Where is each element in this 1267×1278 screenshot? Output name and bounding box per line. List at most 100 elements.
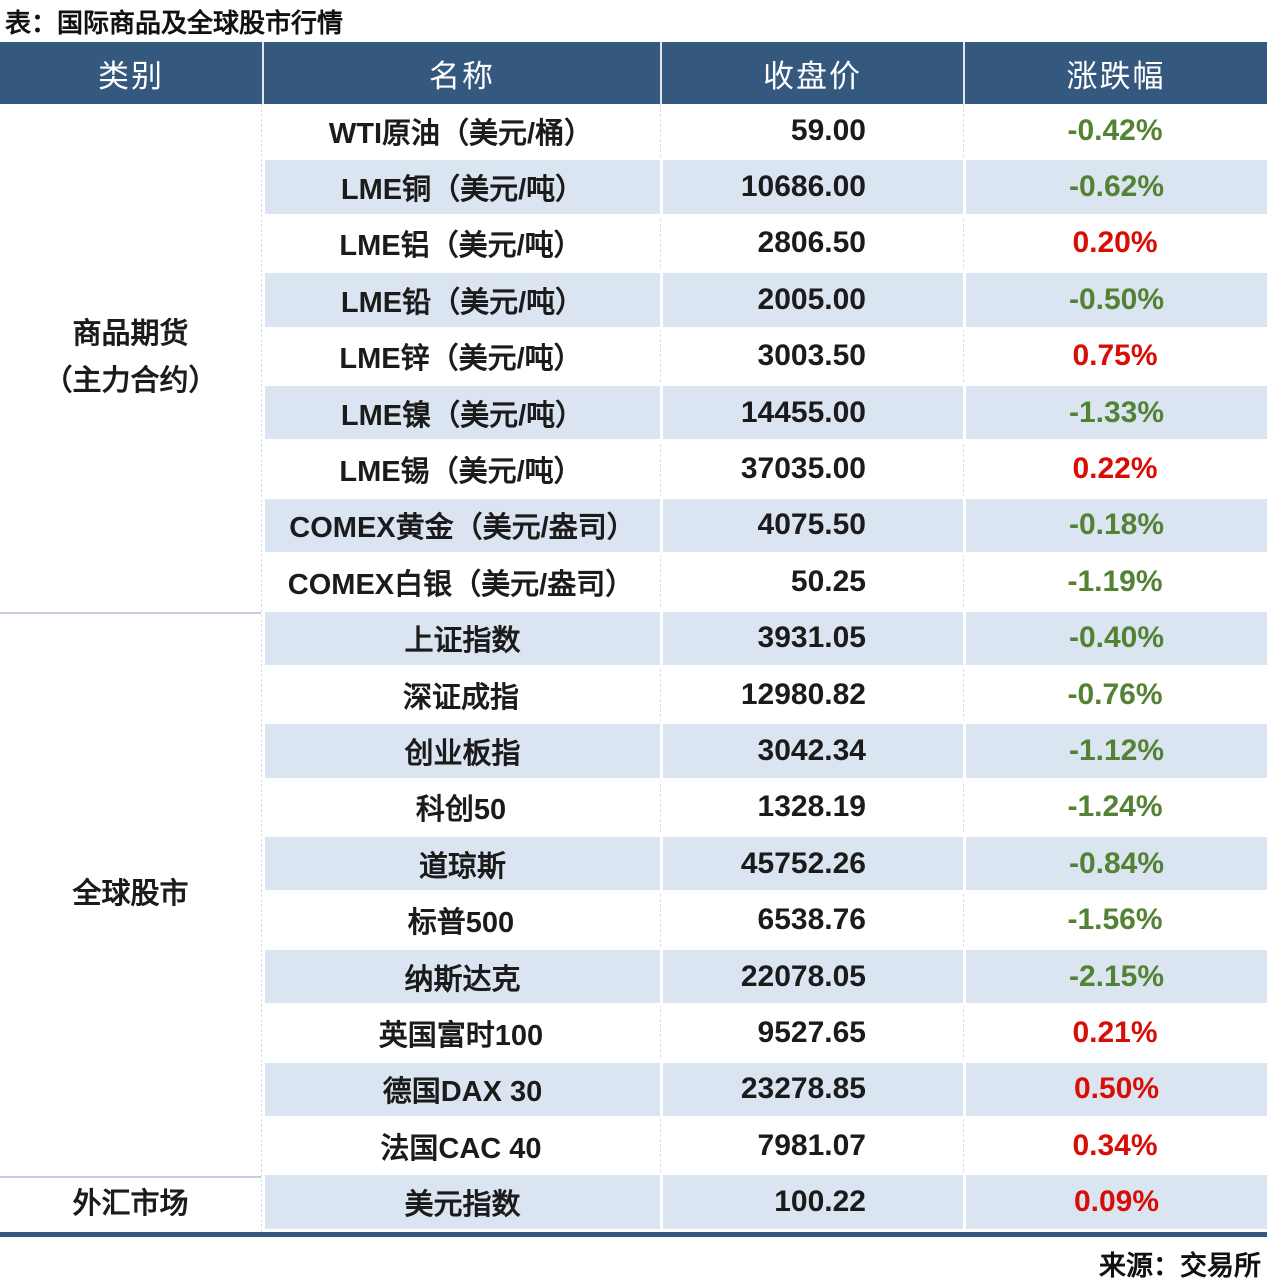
category-column: 商品期货 （主力合约） 全球股市外汇市场: [0, 104, 262, 1232]
change-percent: -1.19%: [1067, 564, 1163, 598]
table-row: 美元指数 100.22 0.09%: [262, 1175, 1267, 1232]
instrument-name: COMEX黄金（美元/盎司）: [262, 498, 660, 553]
instrument-name: 深证成指: [402, 681, 519, 714]
table-row: 创业板指 3042.34 -1.12%: [262, 724, 1267, 781]
close-price: 22078.05: [660, 949, 963, 1004]
instrument-name: 上证指数: [262, 611, 660, 665]
table-row: COMEX白银（美元/盎司） 50.25 -1.19%: [262, 555, 1267, 612]
close-price: 9527.65: [757, 1015, 866, 1049]
instrument-name: LME铜（美元/吨）: [262, 160, 660, 214]
instrument-name: 标普500: [407, 907, 515, 940]
instrument-name: 德国DAX 30: [262, 1062, 660, 1117]
close-price: 2005.00: [660, 273, 963, 327]
table-body: 商品期货 （主力合约） 全球股市外汇市场 WTI原油（美元/桶） 59.00 -0.42…: [0, 104, 1267, 1232]
change-percent: -0.76%: [1067, 677, 1163, 711]
table-header-row: 类别 名称 收盘价 涨跌幅: [0, 42, 1267, 104]
table-caption: 表：国际商品及全球股市行情: [5, 8, 344, 38]
change-percent: 0.75%: [1072, 339, 1158, 373]
table-row: 德国DAX 30 23278.85 0.50%: [262, 1062, 1267, 1120]
instrument-name: LME镍（美元/吨）: [262, 385, 660, 440]
header-change-percent: 涨跌幅: [963, 42, 1267, 104]
instrument-name: LME铝（美元/吨）: [339, 230, 583, 263]
change-percent: -2.15%: [963, 949, 1267, 1004]
instrument-name: LME铅（美元/吨）: [262, 273, 660, 327]
close-price: 3931.05: [660, 611, 963, 665]
data-rows: WTI原油（美元/桶） 59.00 -0.42% LME铜（美元/吨） 10686.00…: [262, 104, 1267, 1232]
close-price: 7981.07: [757, 1128, 866, 1162]
table-row: COMEX黄金（美元/盎司） 4075.50 -0.18%: [262, 498, 1267, 556]
table-row: 上证指数 3931.05 -0.40%: [262, 611, 1267, 668]
instrument-name: 法国CAC 40: [380, 1132, 542, 1165]
table-row: 法国CAC 40 7981.07 0.34%: [262, 1119, 1267, 1176]
close-price: 59.00: [790, 113, 866, 147]
category-cell: 全球股市: [0, 611, 261, 1176]
table-bottom-border: [0, 1231, 1267, 1237]
change-percent: -1.12%: [963, 724, 1267, 778]
close-price: 10686.00: [660, 160, 963, 214]
close-price: 1328.19: [757, 790, 866, 824]
close-price: 14455.00: [660, 385, 963, 440]
close-price: 37035.00: [740, 452, 866, 486]
column-gridline: [963, 104, 964, 1232]
close-price: 6538.76: [757, 903, 866, 937]
instrument-name: COMEX白银（美元/盎司）: [287, 568, 635, 601]
close-price: 12980.82: [740, 677, 866, 711]
table-row: LME铅（美元/吨） 2005.00 -0.50%: [262, 273, 1267, 330]
instrument-name: 科创50: [415, 794, 507, 827]
change-percent: 0.21%: [1072, 1015, 1158, 1049]
header-close-price: 收盘价: [660, 42, 963, 104]
change-percent: -0.84%: [963, 837, 1267, 891]
table-row: 科创50 1328.19 -1.24%: [262, 781, 1267, 838]
close-price: 23278.85: [660, 1062, 963, 1117]
change-percent: -0.18%: [963, 498, 1267, 553]
instrument-name: LME锌（美元/吨）: [339, 343, 583, 376]
instrument-name: WTI原油（美元/桶）: [328, 117, 594, 150]
category-label: 商品期货: [72, 317, 189, 350]
close-price: 50.25: [790, 564, 866, 598]
change-percent: 0.09%: [963, 1175, 1267, 1229]
change-percent: -1.56%: [1067, 903, 1163, 937]
instrument-name: 美元指数: [262, 1175, 660, 1229]
change-percent: -1.33%: [963, 385, 1267, 440]
change-percent: -0.42%: [1067, 113, 1163, 147]
change-percent: 0.20%: [1072, 226, 1158, 260]
instrument-name: 纳斯达克: [262, 949, 660, 1004]
table-row: LME铝（美元/吨） 2806.50 0.20%: [262, 217, 1267, 274]
table-row: 标普500 6538.76 -1.56%: [262, 893, 1267, 950]
instrument-name: LME锡（美元/吨）: [339, 456, 583, 489]
change-percent: -1.24%: [1067, 790, 1163, 824]
table-row: LME锡（美元/吨） 37035.00 0.22%: [262, 442, 1267, 499]
change-percent: 0.50%: [963, 1062, 1267, 1117]
instrument-name: 道琼斯: [262, 837, 660, 891]
change-percent: -0.62%: [963, 160, 1267, 214]
instrument-name: 英国富时100: [378, 1019, 544, 1052]
market-table: 类别 名称 收盘价 涨跌幅 商品期货 （主力合约） 全球股市外汇市场 WTI原油（美…: [0, 42, 1267, 1237]
close-price: 100.22: [660, 1175, 963, 1229]
change-percent: 0.22%: [1072, 452, 1158, 486]
source-note: 来源：交易所: [1099, 1250, 1261, 1278]
category-cell: 外汇市场: [0, 1175, 261, 1232]
table-row: LME锌（美元/吨） 3003.50 0.75%: [262, 330, 1267, 386]
category-label: 外汇市场: [72, 1188, 189, 1221]
category-label: 全球股市: [72, 878, 189, 911]
header-name: 名称: [262, 42, 660, 104]
close-price: 4075.50: [660, 498, 963, 553]
table-row: WTI原油（美元/桶） 59.00 -0.42%: [262, 104, 1267, 161]
header-category: 类别: [98, 58, 164, 94]
category-label: （主力合约）: [43, 364, 218, 397]
change-percent: -0.50%: [963, 273, 1267, 327]
table-row: LME镍（美元/吨） 14455.00 -1.33%: [262, 385, 1267, 443]
change-percent: 0.34%: [1072, 1128, 1158, 1162]
category-cell: 商品期货 （主力合约）: [0, 104, 261, 612]
instrument-name: 创业板指: [262, 724, 660, 778]
close-price: 3042.34: [660, 724, 963, 778]
table-row: 深证成指 12980.82 -0.76%: [262, 668, 1267, 725]
table-row: 英国富时100 9527.65 0.21%: [262, 1006, 1267, 1063]
close-price: 45752.26: [660, 837, 963, 891]
close-price: 2806.50: [757, 226, 866, 260]
table-row: LME铜（美元/吨） 10686.00 -0.62%: [262, 160, 1267, 217]
column-gridline: [660, 104, 661, 1232]
close-price: 3003.50: [757, 339, 866, 373]
change-percent: -0.40%: [963, 611, 1267, 665]
